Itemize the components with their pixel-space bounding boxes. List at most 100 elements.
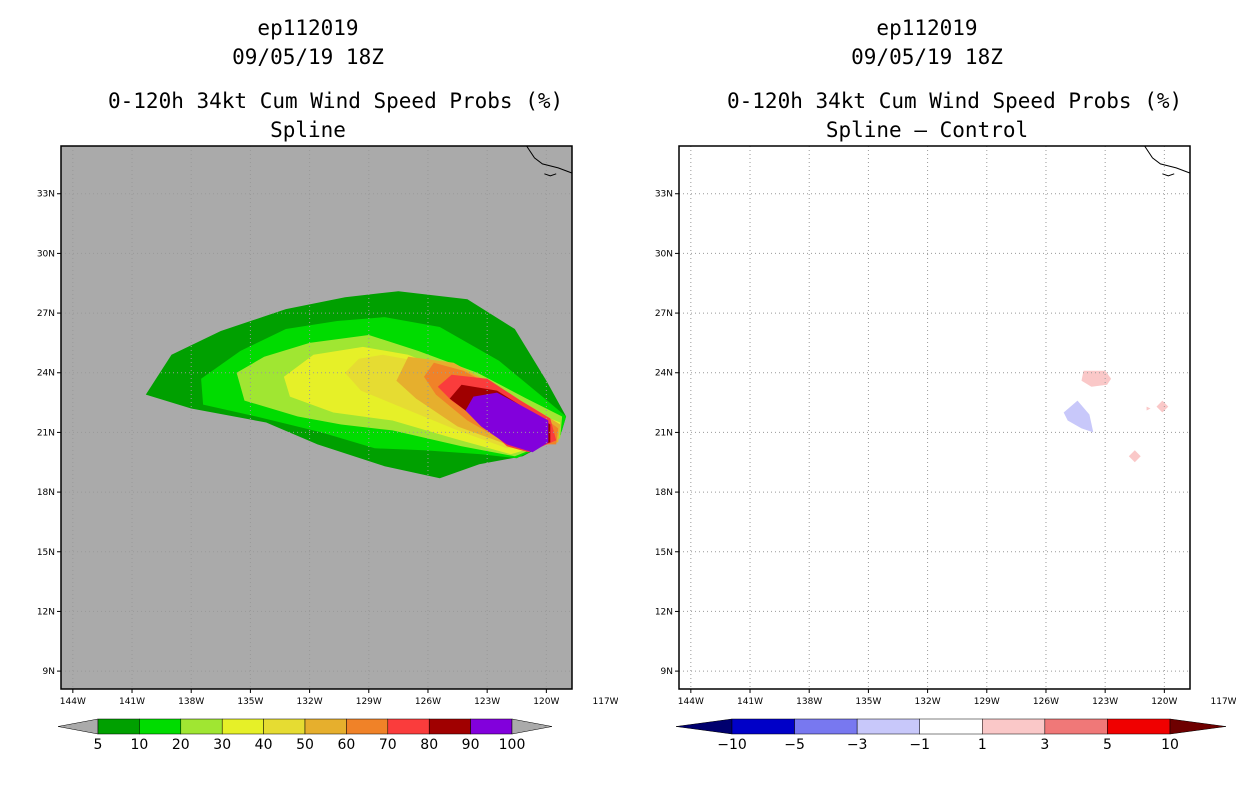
left-colorbar-bin-2 (180, 718, 223, 735)
left-colorbar-label: 80 (420, 737, 438, 753)
coastline-4 (576, 186, 578, 188)
left-colorbar-bin-6 (346, 718, 389, 735)
right-colorbar-label: 3 (1040, 737, 1049, 753)
left-colorbar-label: 5 (94, 737, 103, 753)
lon-tick-label: 120W (1151, 697, 1177, 707)
left-colorbar-label: 70 (379, 737, 397, 753)
right-colorbar-bin-1 (794, 718, 858, 735)
lat-tick-label: 12N (37, 607, 55, 617)
left-datetime: 09/05/19 18Z (232, 45, 384, 69)
coastline-3 (1162, 173, 1175, 177)
right-colorbar-label: 5 (1103, 737, 1112, 753)
right-map-frame (678, 145, 1191, 690)
lat-tick-label: 33N (37, 190, 55, 200)
lat-tick-label: 27N (37, 309, 55, 319)
diff-area-0 (1081, 370, 1112, 387)
coastline-1 (590, 196, 618, 298)
lat-tick-label: 30N (655, 249, 673, 259)
right-colorbar-bin-5 (1044, 718, 1108, 735)
lat-tick-label: 27N (655, 309, 673, 319)
lat-tick-label: 15N (655, 548, 673, 558)
coastline-1 (1208, 196, 1236, 298)
left-colorbar-over-arrow (511, 718, 553, 735)
diff-area-1 (1063, 400, 1094, 433)
right-colorbar-bin-3 (919, 718, 983, 735)
lon-tick-label: 120W (533, 697, 559, 707)
right-colorbar-label: 1 (978, 737, 987, 753)
lon-tick-label: 138W (796, 697, 822, 707)
coastline-5 (580, 271, 582, 275)
lat-tick-label: 18N (37, 488, 55, 498)
prob-contour-90 (465, 392, 549, 453)
lon-tick-label: 144W (60, 697, 86, 707)
left-colorbar-label: 30 (213, 737, 231, 753)
left-colorbar-label: 60 (337, 737, 355, 753)
left-colorbar-bin-4 (263, 718, 306, 735)
lon-tick-label: 117W (593, 697, 618, 707)
right-datetime: 09/05/19 18Z (851, 45, 1003, 69)
lon-tick-label: 126W (1033, 697, 1059, 707)
left-colorbar-label: 20 (172, 737, 190, 753)
lat-tick-label: 9N (661, 667, 673, 677)
right-colorbar-label: 10 (1161, 737, 1179, 753)
left-storm-id: ep112019 (257, 16, 359, 40)
lat-tick-label: 9N (43, 667, 55, 677)
left-colorbar-bin-7 (387, 718, 430, 735)
right-colorbar-bin-4 (982, 718, 1046, 735)
lon-tick-label: 129W (356, 697, 382, 707)
lat-tick-label: 21N (655, 428, 673, 438)
left-colorbar-under-arrow (57, 718, 99, 735)
diff-area-2 (1156, 400, 1169, 413)
lat-tick-label: 21N (37, 428, 55, 438)
coastline-0 (526, 146, 572, 174)
lon-tick-label: 141W (119, 697, 145, 707)
coastline-5 (1198, 271, 1200, 275)
lon-tick-label: 132W (915, 697, 941, 707)
right-map-panel: 144W 141W 138W 135W 132W 129W 126W 123W 120W 117W… (655, 145, 1236, 753)
right-storm-id: ep112019 (876, 16, 978, 40)
left-colorbar-label: 40 (255, 737, 273, 753)
left-colorbar-bin-3 (221, 718, 264, 735)
right-colorbar-over-arrow (1169, 718, 1227, 735)
left-map-panel: 144W 141W 138W 135W 132W 129W 126W 123W 120W 117W… (37, 145, 618, 753)
coastline-3 (544, 173, 557, 177)
right-colorbar-label: −3 (847, 737, 868, 753)
lat-tick-label: 15N (37, 548, 55, 558)
left-colorbar-label: 100 (499, 737, 526, 753)
right-colorbar-bin-2 (856, 718, 920, 735)
right-product-title: 0-120h 34kt Cum Wind Speed Probs (%) (727, 89, 1183, 113)
left-colorbar-label: 10 (130, 737, 148, 753)
coastline-4 (1194, 186, 1196, 188)
left-map-content (61, 146, 618, 689)
lon-tick-label: 141W (737, 697, 763, 707)
right-colorbar-label: −1 (909, 737, 930, 753)
right-map-content (679, 146, 1236, 689)
left-title-block: ep112019 09/05/19 18Z 0-120h 34kt Cum Wi… (108, 14, 564, 145)
lon-tick-label: 126W (415, 697, 441, 707)
right-colorbar-bin-0 (731, 718, 795, 735)
lon-tick-label: 135W (855, 697, 881, 707)
lon-tick-label: 138W (178, 697, 204, 707)
right-colorbar-label: −5 (784, 737, 805, 753)
lon-tick-label: 132W (297, 697, 323, 707)
left-subtitle: Spline (270, 118, 346, 142)
right-map-background (679, 146, 1190, 689)
lat-tick-label: 12N (655, 607, 673, 617)
country-border (1204, 200, 1236, 204)
left-map-frame (60, 145, 573, 690)
coastline-0 (1144, 146, 1190, 174)
lat-tick-label: 24N (655, 369, 673, 379)
lon-tick-label: 117W (1211, 697, 1236, 707)
left-colorbar-bin-0 (97, 718, 140, 735)
lat-tick-label: 18N (655, 488, 673, 498)
lon-tick-label: 123W (1092, 697, 1118, 707)
left-colorbar-label: 90 (462, 737, 480, 753)
lon-tick-label: 144W (678, 697, 704, 707)
diff-area-4 (1146, 406, 1151, 411)
country-border (586, 200, 618, 204)
right-colorbar-bin-6 (1107, 718, 1171, 735)
right-colorbar-under-arrow (675, 718, 733, 735)
left-product-title: 0-120h 34kt Cum Wind Speed Probs (%) (108, 89, 564, 113)
left-colorbar-label: 50 (296, 737, 314, 753)
left-colorbar-bin-1 (139, 718, 182, 735)
